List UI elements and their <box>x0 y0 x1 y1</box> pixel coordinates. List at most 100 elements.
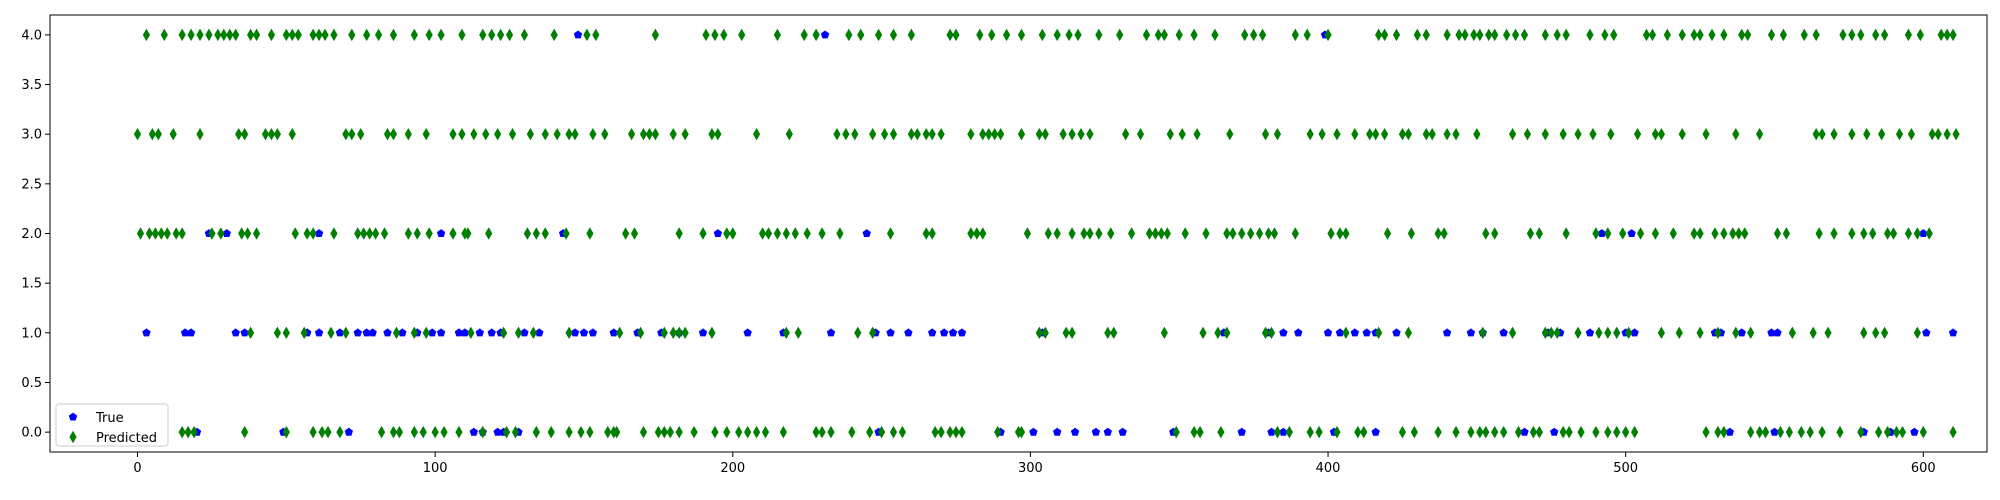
predicted-point <box>1422 28 1430 42</box>
predicted-point <box>1306 127 1314 141</box>
predicted-point <box>967 127 975 141</box>
predicted-point <box>1261 127 1270 141</box>
predicted-point <box>889 425 898 439</box>
predicted-point <box>1324 28 1332 42</box>
predicted-point <box>1366 127 1374 141</box>
x-tick-label: 100 <box>423 461 448 476</box>
predicted-point <box>1467 425 1475 439</box>
predicted-point <box>1860 326 1868 340</box>
predicted-point <box>1663 28 1671 42</box>
predicted-point <box>1247 227 1255 240</box>
predicted-point <box>1878 127 1886 141</box>
predicted-point <box>880 127 889 141</box>
predicted-point <box>547 425 555 439</box>
predicted-point <box>1881 28 1889 42</box>
predicted-point <box>241 425 249 439</box>
true-point <box>469 427 479 436</box>
true-point <box>826 328 836 337</box>
predicted-point <box>869 127 877 141</box>
true-point <box>240 328 249 337</box>
predicted-point <box>1035 127 1043 141</box>
predicted-point <box>812 425 820 439</box>
true-point <box>588 328 598 337</box>
true-point <box>344 427 354 436</box>
predicted-point <box>723 425 731 439</box>
predicted-point <box>1354 425 1362 439</box>
predicted-point <box>360 227 368 240</box>
true-point <box>1294 328 1303 337</box>
predicted-point <box>1574 326 1582 340</box>
true-point <box>520 328 529 337</box>
predicted-point <box>178 425 186 439</box>
predicted-point <box>1306 425 1314 439</box>
predicted-point <box>1919 425 1927 439</box>
predicted-point <box>327 326 335 340</box>
true-point <box>1267 427 1276 436</box>
legend-label-predicted: Predicted <box>96 431 157 446</box>
predicted-point <box>812 28 820 42</box>
predicted-point <box>711 28 719 42</box>
true-point <box>948 328 958 337</box>
true-point <box>698 328 708 337</box>
predicted-point <box>440 425 448 439</box>
predicted-point <box>1732 326 1740 340</box>
predicted-point <box>613 425 621 439</box>
predicted-point <box>1934 127 1942 141</box>
predicted-point <box>267 127 276 141</box>
predicted-point <box>1904 28 1913 42</box>
predicted-point <box>366 227 374 240</box>
predicted-point <box>1761 425 1770 439</box>
predicted-point <box>654 425 662 439</box>
predicted-point <box>1818 425 1826 439</box>
predicted-point <box>702 28 710 42</box>
predicted-point <box>410 425 418 439</box>
predicted-point <box>178 227 186 240</box>
predicted-point <box>1434 425 1442 439</box>
predicted-point <box>172 227 180 240</box>
predicted-point <box>616 326 624 340</box>
predicted-point <box>669 326 677 340</box>
predicted-point <box>779 425 787 439</box>
legend-box <box>55 403 169 447</box>
predicted-point <box>1895 127 1904 141</box>
predicted-point <box>1756 127 1764 141</box>
predicted-point <box>1898 425 1907 439</box>
predicted-point <box>1526 227 1535 240</box>
predicted-point <box>348 127 356 141</box>
true-point <box>1767 328 1776 337</box>
predicted-point <box>291 227 299 240</box>
true-point <box>1725 427 1735 436</box>
predicted-point <box>294 28 302 42</box>
predicted-point <box>485 227 493 240</box>
predicted-point <box>395 425 404 439</box>
predicted-point <box>946 28 954 42</box>
predicted-point <box>419 425 427 439</box>
true-point <box>743 328 752 337</box>
predicted-point <box>482 127 490 141</box>
predicted-point <box>1883 227 1892 240</box>
true-point <box>1466 328 1476 337</box>
predicted-point <box>374 28 383 42</box>
true-point <box>353 328 362 337</box>
predicted-point <box>1214 326 1222 340</box>
predicted-point <box>1720 425 1728 439</box>
predicted-point <box>1511 28 1520 42</box>
predicted-point <box>1154 28 1162 42</box>
predicted-point <box>1592 425 1600 439</box>
predicted-point <box>601 127 609 141</box>
predicted-point <box>1193 127 1201 141</box>
predicted-point <box>1937 28 1945 42</box>
x-tick-label: 300 <box>1018 461 1043 476</box>
predicted-point <box>794 326 802 340</box>
predicted-point <box>1553 28 1561 42</box>
predicted-point <box>898 425 907 439</box>
predicted-point <box>1226 127 1234 141</box>
predicted-point <box>1824 326 1832 340</box>
predicted-point <box>886 227 895 240</box>
predicted-point <box>1291 28 1299 42</box>
predicted-point <box>699 227 707 240</box>
predicted-point <box>1500 425 1508 439</box>
predicted-point <box>1523 127 1532 141</box>
predicted-point <box>660 326 668 340</box>
predicted-point <box>1264 227 1273 240</box>
